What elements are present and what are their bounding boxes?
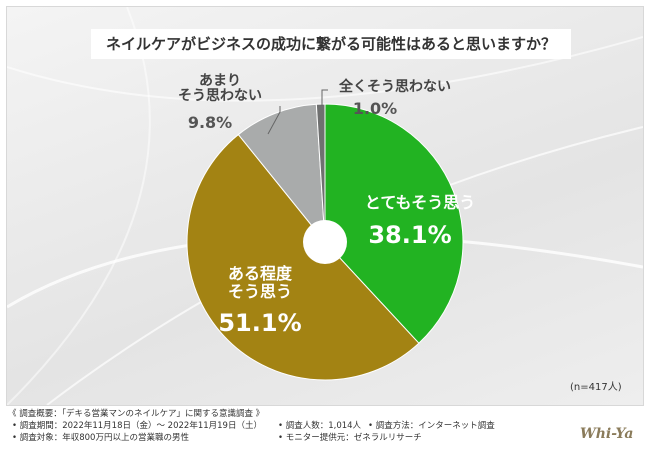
- footnote: • 調査人数：1,014人: [278, 421, 362, 431]
- value-label: 38.1%: [368, 221, 452, 249]
- slice-label: ある程度 そう思う: [227, 264, 292, 301]
- value-label: 1.0%: [352, 99, 398, 118]
- footnote-text: モニター提供元：ゼネラルリサーチ: [285, 433, 422, 443]
- value-label: 9.8%: [187, 113, 233, 132]
- leader-line: [267, 106, 281, 135]
- pie-slice: [237, 103, 326, 244]
- footnote-text: 調査対象：年収800万円以上の営業職の男性: [19, 433, 189, 443]
- pie-slice: [315, 103, 326, 243]
- footnote-text: 調査期間：2022年11月18日（金）～ 2022年11月19日（土）: [19, 421, 262, 431]
- footnote: 《 調査概要：「デキる営業マンのネイルケア」に関する意識調査 》: [8, 409, 265, 419]
- footnote: • 調査方法：インターネット調査: [368, 421, 495, 431]
- slice-label: あまり そう思わない: [178, 73, 262, 105]
- center-hole: [303, 220, 347, 264]
- footnote: • 調査対象：年収800万円以上の営業職の男性: [12, 433, 189, 443]
- pie-slice: [324, 103, 464, 344]
- value-label: 51.1%: [218, 309, 302, 337]
- sample-note: (n=417人): [570, 382, 622, 393]
- footnote: • モニター提供元：ゼネラルリサーチ: [278, 433, 422, 443]
- footnote-text: 調査人数：1,014人: [285, 421, 362, 431]
- chart-title: ネイルケアがビジネスの成功に繋がる可能性はあると思いますか？: [91, 29, 571, 59]
- slice-label: 全くそう思わない: [339, 79, 451, 95]
- logo: Whi-Ya: [580, 426, 634, 442]
- pie-slice: [186, 133, 420, 381]
- chart: [186, 89, 464, 381]
- footnote: • 調査期間：2022年11月18日（金）～ 2022年11月19日（土）: [12, 421, 262, 431]
- leader-line: [321, 89, 328, 106]
- footnote-text: 調査方法：インターネット調査: [375, 421, 495, 431]
- slice-label: とてもそう思う: [364, 193, 476, 212]
